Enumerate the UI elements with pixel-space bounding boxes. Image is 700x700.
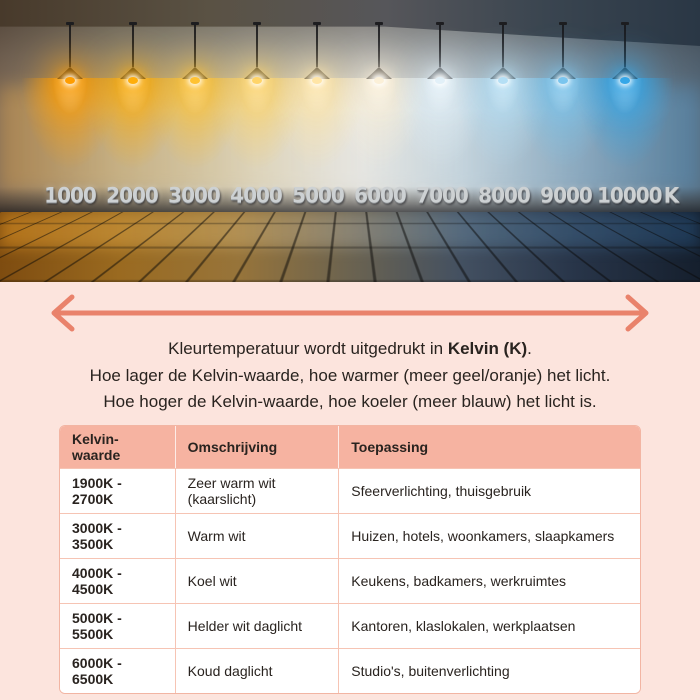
lamp-cord — [378, 25, 380, 67]
kelvin-table: Kelvin-waarde Omschrijving Toepassing 19… — [59, 425, 641, 694]
lamp-cord — [316, 25, 318, 67]
lamp-cord — [439, 25, 441, 67]
intro-line-3: Hoe hoger de Kelvin-waarde, hoe koeler (… — [0, 389, 700, 416]
kelvin-range-cell: 3000K - 3500K — [60, 513, 175, 558]
kelvin-unit-label: K — [661, 182, 681, 207]
floor-light-reflection — [0, 212, 700, 248]
kelvin-scale-label: 9000 — [535, 182, 597, 207]
table-row: 6000K - 6500K Koud daglicht Studio's, bu… — [60, 648, 640, 693]
kelvin-range-cell: 1900K - 2700K — [60, 468, 175, 513]
intro-line-1: Kleurtemperatuur wordt uitgedrukt in Kel… — [0, 336, 700, 363]
table-row: 5000K - 5500K Helder wit daglicht Kantor… — [60, 603, 640, 648]
info-section: Kleurtemperatuur wordt uitgedrukt in Kel… — [0, 282, 700, 700]
intro-line-2: Hoe lager de Kelvin-waarde, hoe warmer (… — [0, 363, 700, 390]
lamp-bulb — [190, 77, 200, 84]
photo-floor — [0, 212, 700, 282]
kelvin-scale-label: 8000 — [473, 182, 535, 207]
intro-line-1-text: Kleurtemperatuur wordt uitgedrukt in — [168, 339, 448, 358]
lamp-bulb — [374, 77, 384, 84]
kelvin-scale: 1000 2000 3000 4000 5000 6000 7000 8000 … — [39, 183, 689, 207]
lamp-bulb — [498, 77, 508, 84]
kelvin-scale-label: 4000 — [225, 182, 287, 207]
table-header-description: Omschrijving — [175, 426, 339, 468]
intro-text: Kleurtemperatuur wordt uitgedrukt in Kel… — [0, 336, 700, 416]
lamp-bulb — [435, 77, 445, 84]
table-header-kelvin: Kelvin-waarde — [60, 426, 175, 468]
description-cell: Warm wit — [175, 513, 339, 558]
table-header-row: Kelvin-waarde Omschrijving Toepassing — [60, 426, 640, 468]
table-row: 3000K - 3500K Warm wit Huizen, hotels, w… — [60, 513, 640, 558]
kelvin-infographic: 1000 2000 3000 4000 5000 6000 7000 8000 … — [0, 0, 700, 700]
table-header-application: Toepassing — [338, 426, 640, 468]
description-cell: Zeer warm wit (kaarslicht) — [175, 468, 339, 513]
intro-line-1-bold: Kelvin (K) — [448, 339, 527, 358]
description-cell: Koud daglicht — [175, 648, 339, 693]
kelvin-scale-label: 3000 — [163, 182, 225, 207]
application-cell: Keukens, badkamers, werkruimtes — [338, 558, 640, 603]
lamp-cord — [562, 25, 564, 67]
lamp-bulb — [620, 77, 630, 84]
intro-line-1-period: . — [527, 339, 532, 358]
application-cell: Sfeerverlichting, thuisgebruik — [338, 468, 640, 513]
description-cell: Helder wit daglicht — [175, 603, 339, 648]
table-row: 4000K - 4500K Koel wit Keukens, badkamer… — [60, 558, 640, 603]
lamp-cord — [132, 25, 134, 67]
table-row: 1900K - 2700K Zeer warm wit (kaarslicht)… — [60, 468, 640, 513]
lamp-bulb — [558, 77, 568, 84]
lamp-bulb — [128, 77, 138, 84]
lamp-cord — [194, 25, 196, 67]
kelvin-scale-label: 10000 — [597, 182, 659, 207]
description-cell: Koel wit — [175, 558, 339, 603]
double-arrow-icon — [42, 293, 658, 333]
kelvin-scale-label: 7000 — [411, 182, 473, 207]
kelvin-scale-label: 5000 — [287, 182, 349, 207]
lamp-bulb — [312, 77, 322, 84]
lighting-photo: 1000 2000 3000 4000 5000 6000 7000 8000 … — [0, 0, 700, 282]
kelvin-range-cell: 6000K - 6500K — [60, 648, 175, 693]
kelvin-scale-label: 2000 — [101, 182, 163, 207]
lamp-cord — [502, 25, 504, 67]
application-cell: Kantoren, klaslokalen, werkplaatsen — [338, 603, 640, 648]
application-cell: Huizen, hotels, woonkamers, slaapkamers — [338, 513, 640, 558]
lamp-bulb — [65, 77, 75, 84]
kelvin-range-cell: 5000K - 5500K — [60, 603, 175, 648]
kelvin-range-arrow — [0, 282, 700, 333]
kelvin-scale-label: 1000 — [39, 182, 101, 207]
kelvin-scale-label: 6000 — [349, 182, 411, 207]
lamp-cord — [256, 25, 258, 67]
lamp-cord — [69, 25, 71, 67]
lamp-cord — [624, 25, 626, 67]
lamp-bulb — [252, 77, 262, 84]
application-cell: Studio's, buitenverlichting — [338, 648, 640, 693]
kelvin-range-cell: 4000K - 4500K — [60, 558, 175, 603]
